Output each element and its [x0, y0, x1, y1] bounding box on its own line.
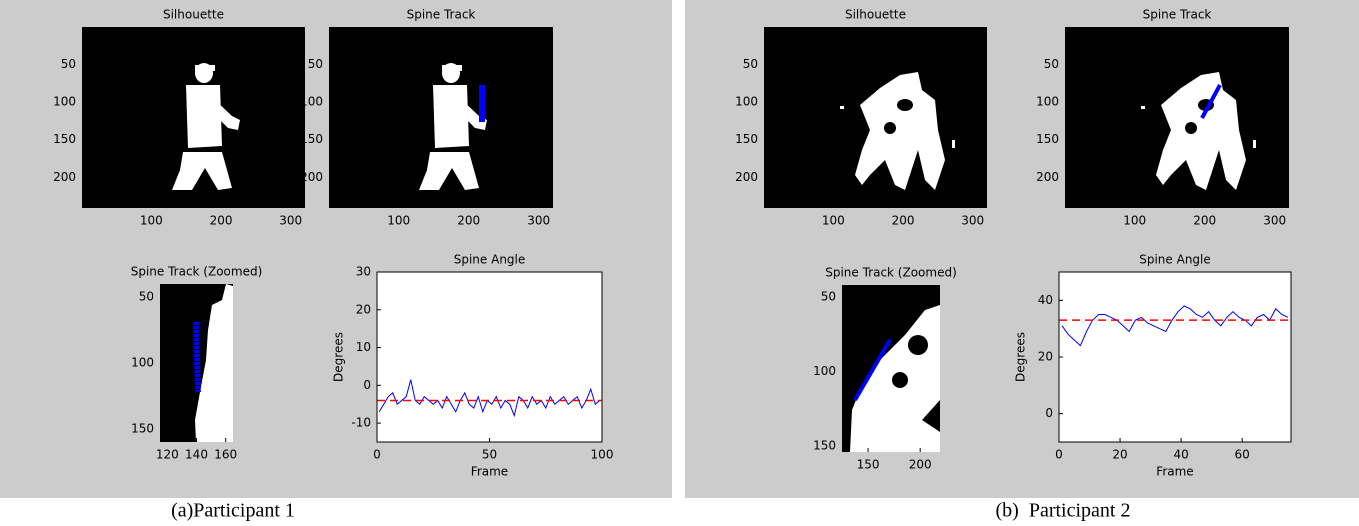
- page: (a)Participant 1 (b) Participant 2 Silho…: [0, 0, 1359, 526]
- x-axis-label: Frame: [1156, 465, 1193, 479]
- y-tick-label: 10: [356, 340, 371, 354]
- y-tick-label: 100: [300, 95, 323, 109]
- y-tick-label: 100: [735, 95, 758, 109]
- y-tick-label: 200: [1036, 170, 1059, 184]
- x-tick-label: 0: [373, 448, 381, 462]
- y-tick-label: 20: [1038, 350, 1053, 364]
- y-tick-label: 150: [300, 132, 323, 146]
- x-tick-label: 200: [892, 214, 915, 228]
- x-tick-label: 120: [156, 448, 179, 462]
- x-tick-label: 60: [1235, 448, 1250, 462]
- silhouette-hole: [892, 372, 908, 388]
- subplot-title: Spine Track (Zoomed): [131, 265, 263, 279]
- y-tick-label: 100: [131, 356, 154, 370]
- plot-area: [377, 272, 602, 442]
- x-tick-label: 20: [1112, 448, 1127, 462]
- y-tick-label: 200: [300, 170, 323, 184]
- x-tick-label: 100: [1123, 214, 1146, 228]
- x-tick-label: 100: [591, 448, 614, 462]
- subplot-title: Spine Track: [407, 8, 476, 22]
- x-tick-label: 200: [210, 214, 233, 228]
- x-tick-label: 100: [387, 214, 410, 228]
- y-tick-label: 20: [356, 302, 371, 316]
- y-tick-label: 50: [821, 289, 836, 303]
- x-tick-label: 200: [457, 214, 480, 228]
- y-tick-label: 200: [735, 170, 758, 184]
- subplot-title: Silhouette: [163, 8, 224, 22]
- x-tick-label: 160: [214, 448, 237, 462]
- y-tick-label: 150: [53, 132, 76, 146]
- x-tick-label: 200: [1193, 214, 1216, 228]
- y-tick-label: 0: [1045, 406, 1053, 420]
- y-tick-label: 50: [743, 57, 758, 71]
- subplot-title: Spine Track (Zoomed): [825, 266, 957, 280]
- caption: (a)Participant 1: [171, 500, 295, 522]
- y-tick-label: 30: [356, 265, 371, 279]
- x-tick-label: 150: [857, 458, 880, 472]
- y-tick-label: 100: [813, 364, 836, 378]
- x-tick-label: 300: [279, 214, 302, 228]
- x-tick-label: 0: [1055, 448, 1063, 462]
- x-axis-label: Frame: [471, 465, 508, 479]
- x-tick-label: 300: [961, 214, 984, 228]
- y-tick-label: 150: [813, 439, 836, 453]
- x-tick-label: 300: [527, 214, 550, 228]
- y-axis-label: Degrees: [1014, 332, 1028, 382]
- x-tick-label: 300: [1263, 214, 1286, 228]
- x-tick-label: 50: [482, 448, 497, 462]
- y-tick-label: 50: [1044, 57, 1059, 71]
- x-tick-label: 100: [822, 214, 845, 228]
- y-tick-label: 150: [131, 421, 154, 435]
- y-axis-label: Degrees: [332, 332, 346, 382]
- subplot-title: Spine Angle: [1139, 253, 1211, 267]
- silhouette-hole: [908, 335, 928, 355]
- plot-area: [1059, 272, 1291, 442]
- y-tick-label: 150: [1036, 132, 1059, 146]
- subplot-title: Silhouette: [845, 8, 906, 22]
- y-tick-label: -10: [351, 416, 371, 430]
- y-tick-label: 100: [1036, 95, 1059, 109]
- y-tick-label: 50: [139, 290, 154, 304]
- figure: (a)Participant 1 (b) Participant 2 Silho…: [0, 0, 1359, 526]
- y-tick-label: 100: [53, 95, 76, 109]
- x-tick-label: 140: [185, 448, 208, 462]
- y-tick-label: 200: [53, 170, 76, 184]
- y-tick-label: 150: [735, 132, 758, 146]
- x-tick-label: 100: [140, 214, 163, 228]
- x-tick-label: 200: [909, 458, 932, 472]
- caption: (b) Participant 2: [996, 500, 1131, 522]
- y-tick-label: 40: [1038, 293, 1053, 307]
- y-tick-label: 0: [363, 378, 371, 392]
- x-tick-label: 40: [1173, 448, 1188, 462]
- y-tick-label: 50: [308, 57, 323, 71]
- y-tick-label: 50: [61, 57, 76, 71]
- subplot-title: Spine Angle: [454, 253, 526, 267]
- subplot-title: Spine Track: [1143, 8, 1212, 22]
